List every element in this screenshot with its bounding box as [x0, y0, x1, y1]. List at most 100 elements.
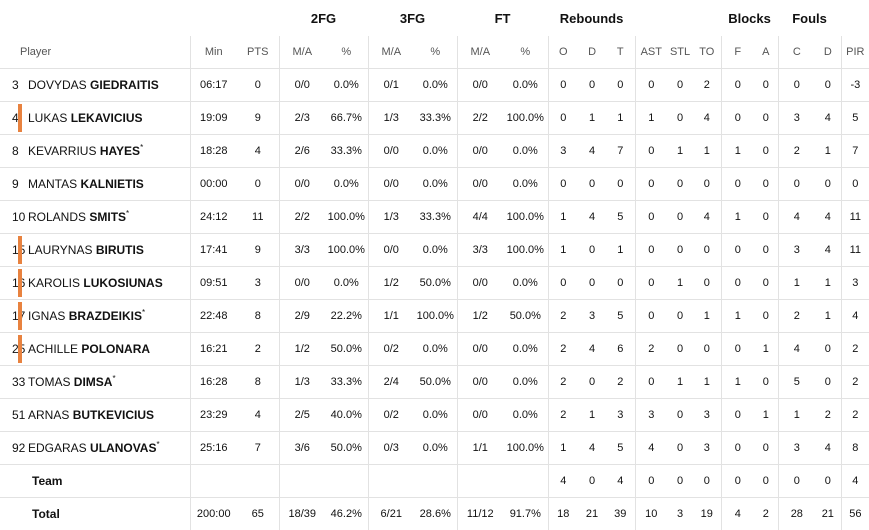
- player-last-name[interactable]: ULANOVAS: [90, 441, 156, 455]
- stat-reb-d: 1: [578, 102, 606, 135]
- stat-ast: 10: [635, 498, 667, 530]
- stat-stl: 0: [667, 300, 693, 333]
- stat-3fg-ma: 0/0: [368, 168, 414, 201]
- player-last-name[interactable]: GIEDRAITIS: [90, 78, 159, 92]
- player-last-name[interactable]: BRAZDEIKIS: [69, 309, 142, 323]
- jersey-number: 9: [0, 177, 28, 191]
- column-header-stl[interactable]: STL: [667, 36, 693, 69]
- player-last-name[interactable]: BUTKEVICIUS: [73, 408, 154, 422]
- stat-foul-c: 4: [778, 201, 815, 234]
- column-header-foul-d[interactable]: D: [815, 36, 841, 69]
- player-last-name[interactable]: BIRUTIS: [96, 243, 144, 257]
- stat-to: 0: [693, 333, 721, 366]
- player-first-name[interactable]: ACHILLE: [28, 342, 78, 356]
- player-last-name[interactable]: LEKAVICIUS: [71, 111, 143, 125]
- group-header-row: 2FG 3FG FT Rebounds Blocks Fouls: [0, 0, 869, 36]
- stat-reb-t: 7: [606, 135, 635, 168]
- player-last-name[interactable]: HAYES: [100, 144, 140, 158]
- player-cell[interactable]: 25ACHILLE POLONARA: [0, 333, 190, 366]
- stat-foul-d: 21: [815, 498, 841, 530]
- player-first-name[interactable]: DOVYDAS: [28, 78, 87, 92]
- stat-to: 0: [693, 234, 721, 267]
- stat-ast: 4: [635, 432, 667, 465]
- player-last-name[interactable]: LUKOSIUNAS: [83, 276, 162, 290]
- player-first-name[interactable]: KAROLIS: [28, 276, 80, 290]
- column-header-ast[interactable]: AST: [635, 36, 667, 69]
- player-row[interactable]: 17IGNAS BRAZDEIKIS*22:4882/922.2%1/1100.…: [0, 300, 869, 333]
- player-first-name[interactable]: IGNAS: [28, 309, 65, 323]
- player-first-name[interactable]: ROLANDS: [28, 210, 86, 224]
- stat-stl: 0: [667, 333, 693, 366]
- stat-2fg-ma: 0/0: [279, 267, 325, 300]
- column-header-reb-d[interactable]: D: [578, 36, 606, 69]
- player-cell[interactable]: 17IGNAS BRAZDEIKIS*: [0, 300, 190, 333]
- player-cell[interactable]: 16KAROLIS LUKOSIUNAS: [0, 267, 190, 300]
- jersey-number: 10: [0, 210, 28, 224]
- stat-ft-ma: 0/0: [457, 135, 503, 168]
- player-first-name[interactable]: ARNAS: [28, 408, 69, 422]
- player-first-name[interactable]: LAURYNAS: [28, 243, 92, 257]
- column-header-min[interactable]: Min: [190, 36, 237, 69]
- player-cell[interactable]: 15LAURYNAS BIRUTIS: [0, 234, 190, 267]
- player-first-name[interactable]: KEVARRIUS: [28, 144, 96, 158]
- player-last-name[interactable]: KALNIETIS: [80, 177, 143, 191]
- total-row-label: Total: [0, 498, 190, 530]
- stat-reb-o: 4: [548, 465, 578, 498]
- player-last-name[interactable]: SMITS: [89, 210, 126, 224]
- column-header-2fg-ma[interactable]: M/A: [279, 36, 325, 69]
- player-row[interactable]: 15LAURYNAS BIRUTIS17:4193/3100.0%0/00.0%…: [0, 234, 869, 267]
- player-first-name[interactable]: EDGARAS: [28, 441, 87, 455]
- column-header-ft-ma[interactable]: M/A: [457, 36, 503, 69]
- group-ft: FT: [457, 0, 548, 36]
- stat-to: 3: [693, 432, 721, 465]
- column-header-3fg-pct[interactable]: %: [414, 36, 457, 69]
- column-header-3fg-ma[interactable]: M/A: [368, 36, 414, 69]
- player-first-name[interactable]: TOMAS: [28, 375, 70, 389]
- stat-reb-o: 2: [548, 300, 578, 333]
- column-header-reb-t[interactable]: T: [606, 36, 635, 69]
- stat-foul-c: 3: [778, 234, 815, 267]
- stat-blk-f: 0: [721, 465, 754, 498]
- stat-reb-d: 0: [578, 366, 606, 399]
- stat-pir: 0: [841, 168, 869, 201]
- player-row[interactable]: 16KAROLIS LUKOSIUNAS09:5130/00.0%1/250.0…: [0, 267, 869, 300]
- column-header-to[interactable]: TO: [693, 36, 721, 69]
- column-header-foul-c[interactable]: C: [778, 36, 815, 69]
- column-header-player[interactable]: Player: [0, 36, 190, 69]
- stat-ft-pct: 0.0%: [503, 135, 548, 168]
- player-row[interactable]: 25ACHILLE POLONARA16:2121/250.0%0/20.0%0…: [0, 333, 869, 366]
- column-header-blk-f[interactable]: F: [721, 36, 754, 69]
- column-header-pir[interactable]: PIR: [841, 36, 869, 69]
- player-first-name[interactable]: LUKAS: [28, 111, 67, 125]
- stat-min: 06:17: [190, 69, 237, 102]
- player-last-name[interactable]: DIMSA: [74, 375, 113, 389]
- player-last-name[interactable]: POLONARA: [81, 342, 150, 356]
- column-header-reb-o[interactable]: O: [548, 36, 578, 69]
- stat-3fg-pct: 0.0%: [414, 168, 457, 201]
- stat-foul-c: 3: [778, 102, 815, 135]
- column-header-pts[interactable]: PTS: [237, 36, 279, 69]
- stat-stl: 0: [667, 102, 693, 135]
- column-header-ft-pct[interactable]: %: [503, 36, 548, 69]
- column-header-2fg-pct[interactable]: %: [325, 36, 368, 69]
- player-first-name[interactable]: MANTAS: [28, 177, 77, 191]
- column-header-blk-a[interactable]: A: [754, 36, 778, 69]
- stat-pir: 4: [841, 300, 869, 333]
